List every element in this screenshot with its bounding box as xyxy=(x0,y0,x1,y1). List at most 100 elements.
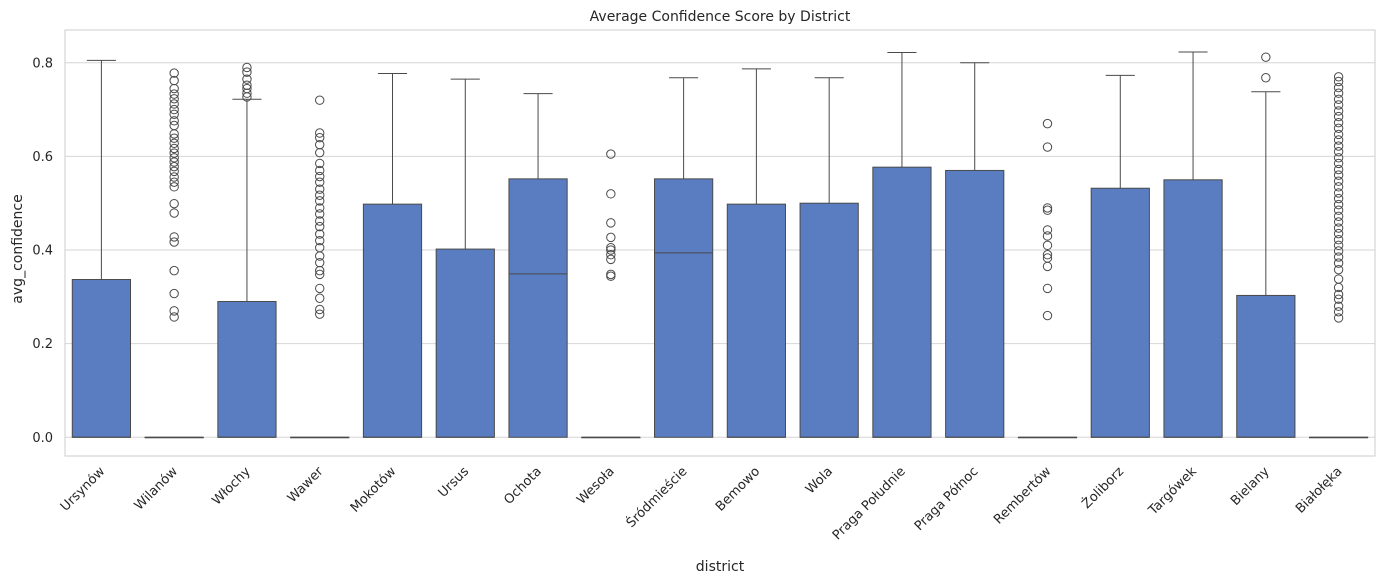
x-tick-label: Białołęka xyxy=(1293,464,1345,516)
box-group xyxy=(1236,52,1296,438)
outlier-point xyxy=(315,132,325,143)
x-tick-label: Żoliborz xyxy=(1079,463,1128,512)
box-group xyxy=(144,68,204,439)
outlier-point xyxy=(1042,250,1053,260)
outlier-point xyxy=(169,148,179,158)
outlier-point xyxy=(315,283,325,294)
outlier-point xyxy=(242,83,252,94)
outlier-point xyxy=(315,251,325,261)
outlier-point xyxy=(242,80,252,90)
outlier-point xyxy=(242,62,252,73)
y-axis-title: avg_confidence xyxy=(10,194,26,303)
outlier-point xyxy=(1333,170,1344,180)
outlier-point xyxy=(1042,142,1053,152)
outlier-point xyxy=(169,104,179,115)
outlier-point xyxy=(606,269,616,280)
outlier-point xyxy=(315,221,325,232)
outlier-point xyxy=(315,177,325,187)
box-group xyxy=(726,68,786,438)
outlier-point xyxy=(1042,225,1053,235)
box-group xyxy=(872,51,932,438)
box-group xyxy=(945,62,1005,438)
outlier-point xyxy=(169,172,179,182)
outlier-point xyxy=(169,116,179,126)
box-iqr xyxy=(1090,187,1150,438)
x-tick-label: Wesoła xyxy=(574,464,617,507)
outlier-point xyxy=(1042,203,1053,213)
x-tick-label: Praga Południe xyxy=(830,464,909,543)
outlier-point xyxy=(315,184,325,194)
outlier-point xyxy=(315,95,325,105)
x-tick-label: Bielany xyxy=(1228,464,1273,509)
outlier-point xyxy=(1333,217,1344,227)
box-iqr xyxy=(1236,294,1296,438)
outlier-point xyxy=(315,242,325,253)
box-group xyxy=(799,77,859,438)
y-tick-label: 0.2 xyxy=(32,337,53,352)
outlier-point xyxy=(1333,76,1344,87)
outlier-point xyxy=(1333,123,1344,134)
x-tick-label: Wilanów xyxy=(132,464,181,513)
box-group xyxy=(508,93,568,438)
outlier-point xyxy=(169,94,179,104)
outlier-point xyxy=(315,158,325,169)
outlier-point xyxy=(169,99,179,109)
x-tick-label: Ochota xyxy=(501,464,545,508)
outlier-point xyxy=(169,89,179,99)
x-tick-label: Rembertów xyxy=(991,464,1054,527)
outlier-point xyxy=(315,309,325,319)
box-iqr xyxy=(726,203,786,438)
y-tick-label: 0.6 xyxy=(32,150,53,165)
outlier-point xyxy=(315,196,325,206)
outlier-point xyxy=(315,171,325,182)
outlier-point xyxy=(169,120,179,131)
outlier-point xyxy=(169,133,179,143)
box-group xyxy=(581,149,641,439)
outlier-point xyxy=(1333,240,1344,251)
outlier-point xyxy=(1333,147,1344,157)
box-iqr xyxy=(799,202,859,438)
outlier-point xyxy=(1333,106,1344,116)
outlier-point xyxy=(315,257,325,268)
outlier-point xyxy=(169,166,179,177)
outlier-point xyxy=(1333,164,1344,175)
outlier-point xyxy=(1333,258,1344,268)
outlier-point xyxy=(1333,274,1344,284)
outlier-point xyxy=(606,250,616,260)
x-tick-label: Ursus xyxy=(436,464,473,501)
outlier-point xyxy=(315,269,325,280)
outlier-point xyxy=(169,143,179,154)
box-iqr xyxy=(1163,179,1223,438)
x-tick-labels: Ursynów Wilanów Włochy Wawer Mokotów Ursus Och… xyxy=(58,463,1346,543)
outlier-point xyxy=(169,232,179,242)
box-group xyxy=(1309,72,1369,439)
outlier-point xyxy=(1333,72,1344,82)
outlier-point xyxy=(242,67,252,77)
box-group xyxy=(71,59,131,438)
outlier-point xyxy=(1333,135,1344,145)
y-tick-labels: 0.0 0.2 0.4 0.6 0.8 xyxy=(32,56,53,446)
box-iqr xyxy=(945,169,1005,438)
outlier-point xyxy=(315,139,325,150)
box-group xyxy=(435,78,495,438)
outlier-point xyxy=(1042,310,1053,321)
boxes xyxy=(71,51,1369,439)
outlier-point xyxy=(606,232,616,243)
x-tick-label: Wawer xyxy=(285,464,327,506)
outlier-point xyxy=(315,190,325,200)
x-tick-label: Włochy xyxy=(210,464,254,508)
outlier-point xyxy=(242,74,252,84)
outlier-point xyxy=(1333,294,1344,304)
x-axis-title: district xyxy=(696,559,745,575)
outlier-point xyxy=(1333,211,1344,222)
box-group xyxy=(362,73,423,438)
outlier-point xyxy=(1333,235,1344,245)
outlier-point xyxy=(1261,52,1271,62)
outlier-point xyxy=(315,293,325,303)
box-group xyxy=(290,95,350,439)
x-tick-label: Ursynów xyxy=(58,464,109,515)
outlier-point xyxy=(1333,153,1344,163)
x-tick-label: Praga Północ xyxy=(912,464,982,534)
outlier-point xyxy=(169,265,179,276)
outlier-point xyxy=(315,216,325,226)
